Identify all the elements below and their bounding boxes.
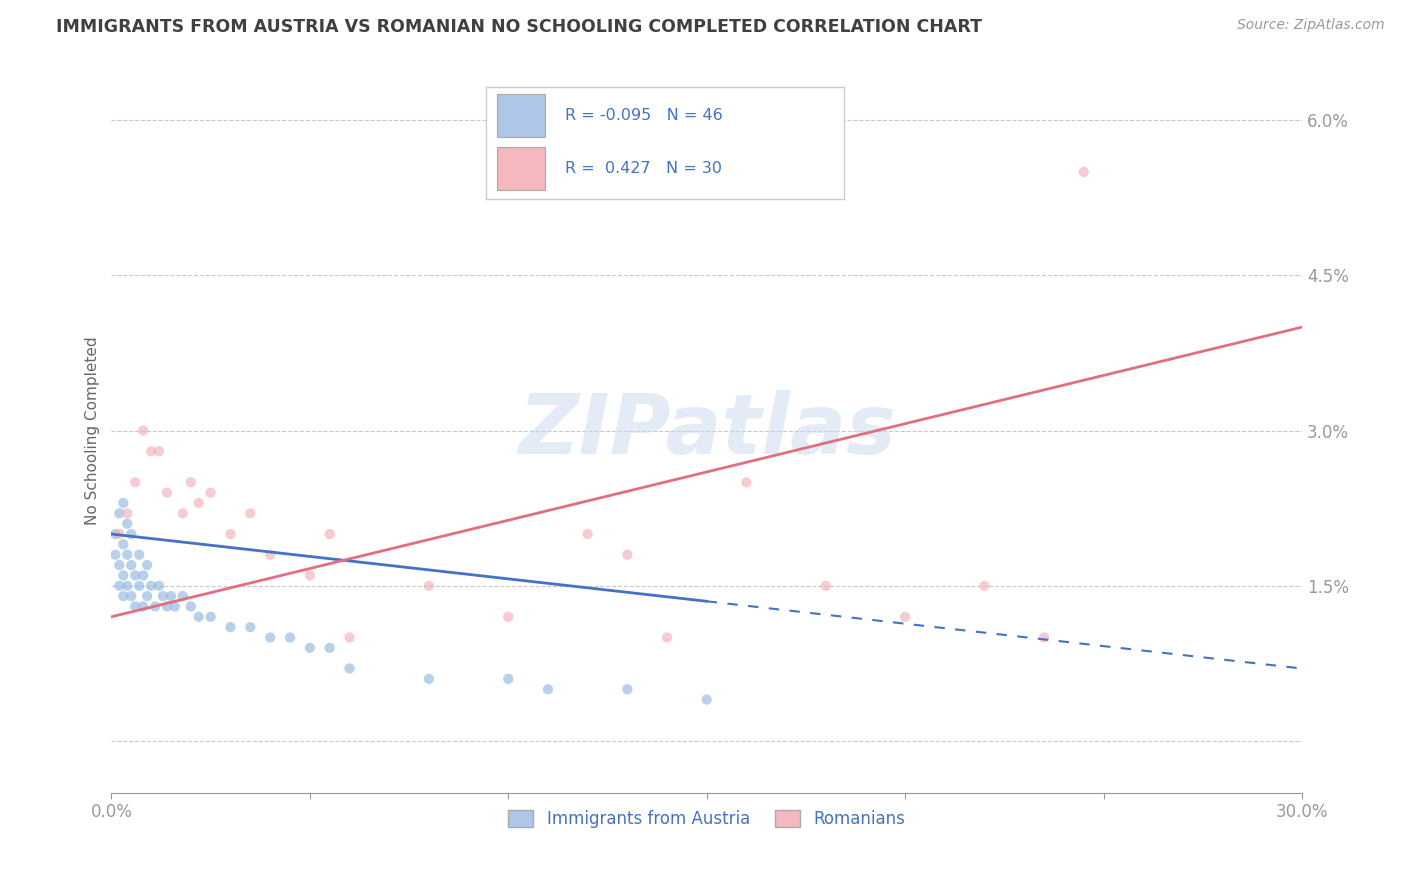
Point (318, 640, 340, 655)
Point (132, 599, 155, 614)
Point (172, 506, 194, 520)
Point (136, 589, 159, 603)
Point (180, 599, 202, 614)
Point (814, 579, 837, 593)
Text: IMMIGRANTS FROM AUSTRIA VS ROMANIAN NO SCHOOLING COMPLETED CORRELATION CHART: IMMIGRANTS FROM AUSTRIA VS ROMANIAN NO S… (56, 18, 983, 36)
Point (120, 589, 142, 603)
Point (616, 682, 638, 697)
Point (339, 631, 361, 645)
Point (298, 568, 321, 582)
Point (112, 568, 135, 582)
Point (187, 496, 209, 510)
Legend: Immigrants from Austria, Romanians: Immigrants from Austria, Romanians (502, 804, 911, 835)
Point (1073, 165, 1095, 179)
Point (616, 548, 638, 562)
Point (278, 631, 301, 645)
Point (136, 558, 159, 572)
Y-axis label: No Schooling Completed: No Schooling Completed (86, 336, 100, 524)
Point (537, 682, 560, 697)
Point (128, 579, 150, 593)
Point (124, 599, 146, 614)
Point (112, 589, 135, 603)
Point (259, 548, 281, 562)
Point (973, 579, 995, 593)
Point (172, 589, 194, 603)
Point (132, 424, 155, 438)
Point (117, 579, 139, 593)
Point (112, 496, 135, 510)
Point (112, 537, 135, 551)
Point (152, 589, 174, 603)
Point (156, 599, 179, 614)
Point (104, 548, 127, 562)
Point (148, 444, 170, 458)
Point (160, 589, 183, 603)
Point (180, 475, 202, 490)
Point (128, 548, 150, 562)
Point (124, 568, 146, 582)
Point (148, 579, 170, 593)
Point (156, 485, 179, 500)
Point (1033, 631, 1056, 645)
Point (239, 506, 262, 520)
Point (259, 631, 281, 645)
Point (200, 609, 222, 624)
Text: ZIPatlas: ZIPatlas (517, 390, 896, 471)
Point (124, 475, 146, 490)
Point (318, 527, 340, 541)
Point (139, 579, 162, 593)
Point (117, 506, 139, 520)
Point (108, 579, 131, 593)
Point (219, 620, 242, 634)
Point (132, 568, 155, 582)
Point (108, 527, 131, 541)
Point (894, 609, 917, 624)
Point (576, 527, 599, 541)
Point (187, 609, 209, 624)
Point (117, 516, 139, 531)
Point (200, 485, 222, 500)
Text: Source: ZipAtlas.com: Source: ZipAtlas.com (1237, 18, 1385, 32)
Point (143, 599, 166, 614)
Point (117, 548, 139, 562)
Point (496, 672, 519, 686)
Point (108, 506, 131, 520)
Point (108, 558, 131, 572)
Point (496, 609, 519, 624)
Point (104, 527, 127, 541)
Point (735, 475, 758, 490)
Point (339, 661, 361, 675)
Point (655, 631, 678, 645)
Point (418, 672, 440, 686)
Point (163, 599, 186, 614)
Point (120, 527, 142, 541)
Point (219, 527, 242, 541)
Point (139, 444, 162, 458)
Point (120, 558, 142, 572)
Point (696, 692, 718, 706)
Point (298, 640, 321, 655)
Point (239, 620, 262, 634)
Point (418, 579, 440, 593)
